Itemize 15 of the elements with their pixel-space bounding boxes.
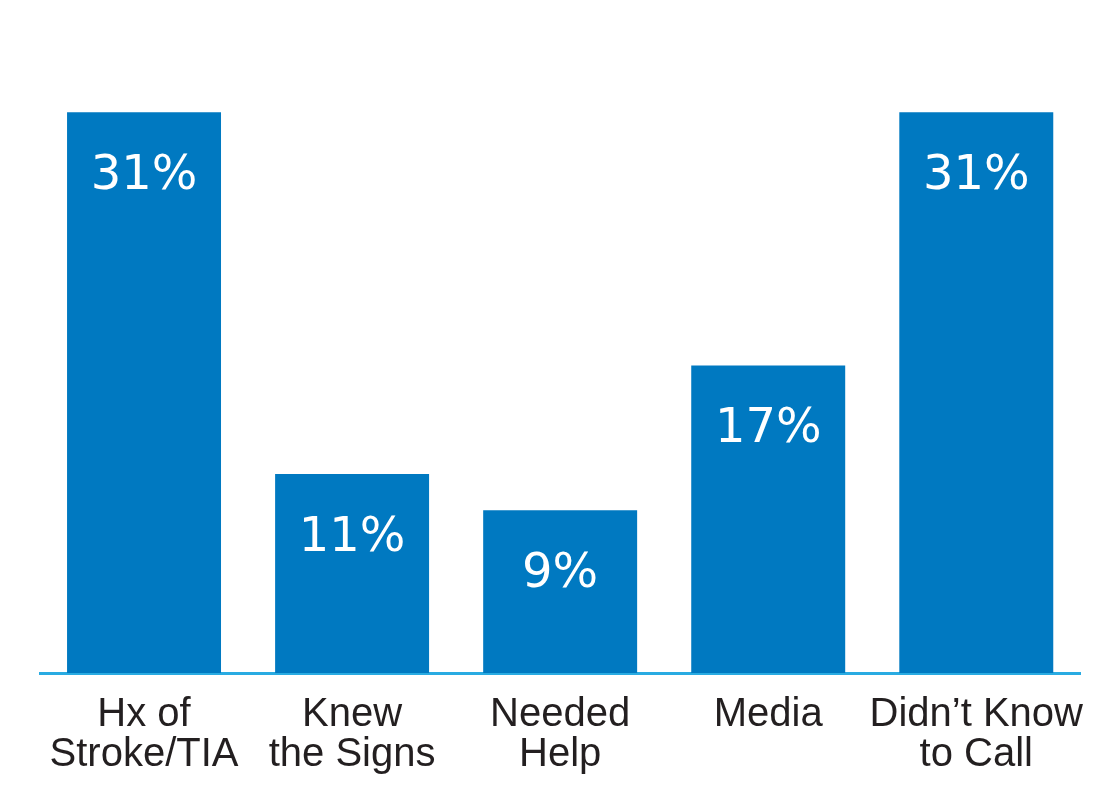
x-tick-label: Needed Help [490,690,631,775]
data-label: 9% [522,541,599,598]
x-tick-label: Hx of Stroke/TIA [49,690,239,775]
x-tick-label: Media [713,690,824,735]
bar [899,112,1054,673]
bar [691,365,846,673]
bar [67,112,222,673]
data-label: 31% [922,143,1030,200]
x-tick-label: Knew the Signs [268,690,436,775]
bar [483,510,638,673]
x-tick-label: Didn’t Know to Call [869,690,1084,775]
data-label: 31% [90,143,198,200]
data-label: 11% [298,505,406,562]
bar [275,474,430,673]
data-label: 17% [714,397,822,454]
